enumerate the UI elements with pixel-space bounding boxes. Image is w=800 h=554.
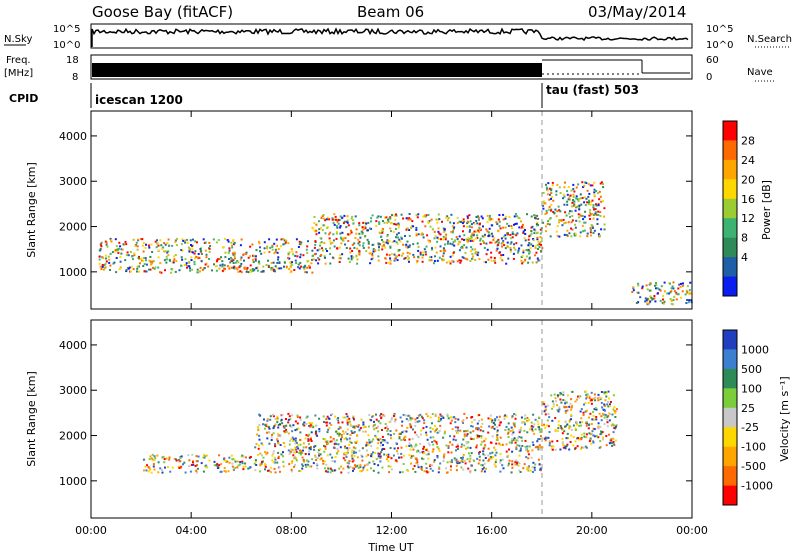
echo-region-2: [542, 390, 618, 451]
power-y-axis: 1000 2000 3000 4000: [59, 130, 692, 279]
time-axis-label: Time UT: [367, 541, 413, 554]
velocity-colorbar-label: Velocity [m s⁻¹]: [778, 376, 791, 461]
y-tick-label: 1000: [59, 266, 87, 279]
cpid-label: CPID: [9, 92, 38, 105]
colorbar-tick-label: 1000: [741, 343, 769, 356]
y-tick-label: 2000: [59, 221, 87, 234]
echo-region-0: [142, 453, 252, 474]
colorbar-swatch: [723, 276, 737, 297]
x-tick-label: 04:00: [175, 524, 207, 537]
colorbar-swatch: [723, 179, 737, 200]
noise-trace: [91, 27, 689, 47]
colorbar-tick-label: 8: [741, 232, 748, 245]
nave-tick-high: 60: [706, 55, 719, 66]
power-echo-field: [98, 181, 693, 306]
colorbar-swatch: [723, 237, 737, 258]
nsearch-label: N.Search: [747, 34, 792, 45]
colorbar-swatch: [723, 349, 737, 370]
x-tick-label: 00:00: [676, 524, 708, 537]
x-tick-label: 12:00: [376, 524, 408, 537]
nave-tick-low: 0: [706, 72, 712, 83]
y-tick-label: 3000: [59, 175, 87, 188]
y-tick-label: 1000: [59, 475, 87, 488]
y-tick-label: 2000: [59, 430, 87, 443]
colorbar-tick-label: -25: [741, 421, 759, 434]
echo-region-2: [541, 181, 606, 238]
colorbar-swatch: [723, 368, 737, 389]
colorbar-swatch: [723, 407, 737, 428]
colorbar-tick-label: 4: [741, 251, 748, 264]
date-title: 03/May/2014: [588, 3, 686, 21]
velocity-echo-field: [142, 390, 618, 474]
colorbar-tick-label: 100: [741, 382, 762, 395]
power-panel: 1000 2000 3000 4000 Slant Range [km] 28 24 20…: [25, 110, 773, 310]
colorbar-tick-label: -500: [741, 460, 766, 473]
nave-label: Nave: [747, 67, 773, 78]
velocity-x-axis: 00:00 04:00 08:00 12:00 16:00 20:00 00:00: [75, 320, 708, 537]
colorbar-swatch: [723, 330, 737, 350]
freq-tick-low: 8: [72, 72, 78, 83]
colorbar-tick-label: -1000: [741, 480, 773, 493]
frequency-trace: [92, 63, 542, 77]
noise-panel: N.Sky 10^5 10^0 10^5 10^0 N.Search: [4, 23, 792, 51]
colorbar-tick-label: 12: [741, 212, 755, 225]
y-tick-label: 4000: [59, 339, 87, 352]
colorbar-swatch: [723, 257, 737, 277]
colorbar-tick-label: -100: [741, 441, 766, 454]
power-colorbar: 28 24 20 16 12 8 4 Power [dB]: [722, 120, 773, 297]
freq-label-2: [MHz]: [4, 68, 33, 79]
colorbar-swatch: [723, 218, 737, 239]
colorbar-tick-label: 20: [741, 173, 755, 186]
freq-tick-high: 18: [66, 55, 79, 66]
colorbar-swatch: [723, 466, 737, 486]
x-tick-label: 00:00: [75, 524, 107, 537]
colorbar-swatch: [723, 121, 737, 141]
y-tick-label: 4000: [59, 130, 87, 143]
echo-region-0: [98, 237, 314, 274]
colorbar-swatch: [723, 198, 737, 219]
power-x-ticks: [90, 111, 693, 309]
echo-region-1: [311, 213, 544, 265]
colorbar-tick-label: 16: [741, 193, 755, 206]
nsearch-tick-high: 10^5: [706, 24, 733, 35]
x-tick-label: 16:00: [476, 524, 508, 537]
colorbar-tick-label: 25: [741, 402, 755, 415]
beam-title: Beam 06: [357, 3, 424, 21]
velocity-y-axis: 1000 2000 3000 4000: [59, 339, 692, 488]
nsky-tick-high: 10^5: [53, 24, 80, 35]
colorbar-swatch: [723, 159, 737, 180]
velocity-ylabel: Slant Range [km]: [25, 371, 38, 467]
colorbar-tick-label: 28: [741, 134, 755, 147]
power-colorbar-label: Power [dB]: [760, 180, 773, 240]
nsky-label: N.Sky: [4, 34, 32, 45]
colorbar-swatch: [723, 446, 737, 467]
colorbar-swatch: [723, 388, 737, 409]
colorbar-swatch: [723, 485, 737, 506]
colorbar-swatch: [723, 427, 737, 448]
cpid-mode-2: tau (fast) 503: [546, 83, 639, 97]
colorbar-tick-label: 24: [741, 154, 755, 167]
colorbar-tick-label: 500: [741, 363, 762, 376]
x-tick-label: 20:00: [576, 524, 608, 537]
station-title: Goose Bay (fitACF): [92, 3, 233, 21]
echo-region-3: [631, 281, 693, 306]
colorbar-swatch: [723, 140, 737, 161]
frequency-panel: Freq. [MHz] 18 8 60 0 Nave: [4, 54, 775, 83]
velocity-colorbar: 1000 500 100 25 -25 -100 -500 -1000 Velocity [m…: [722, 329, 791, 506]
x-tick-label: 08:00: [275, 524, 307, 537]
nsearch-tick-low: 10^0: [706, 40, 733, 51]
cpid-mode-1: icescan 1200: [95, 93, 183, 107]
power-ylabel: Slant Range [km]: [25, 162, 38, 258]
cpid-panel: CPID icescan 1200 tau (fast) 503: [9, 83, 639, 108]
freq-label-1: Freq.: [6, 55, 31, 66]
velocity-panel: 1000 2000 3000 4000 00:00 04:00 08:00 12:00 16:…: [25, 319, 791, 554]
echo-region-1: [253, 412, 544, 474]
nsky-tick-low: 10^0: [53, 40, 80, 51]
y-tick-label: 3000: [59, 384, 87, 397]
